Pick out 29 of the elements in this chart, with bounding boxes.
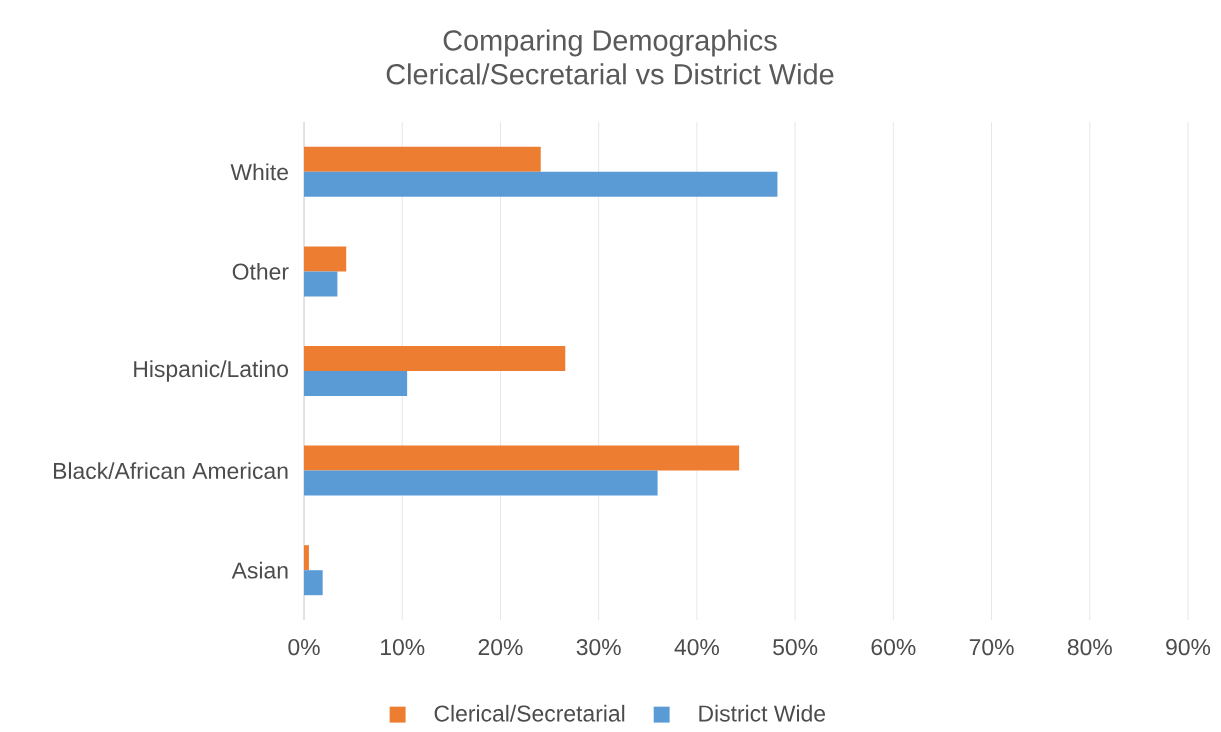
chart-title: Comparing Demographics (443, 29, 777, 57)
bar (304, 246, 347, 272)
x-tick-label: 0% (288, 638, 320, 656)
bar (304, 345, 566, 371)
bar (304, 570, 323, 596)
y-tick-label: Hispanic/Latino (134, 360, 288, 382)
bar (304, 545, 309, 571)
y-tick-label: Other (232, 262, 289, 280)
bar (304, 146, 541, 172)
y-tick-label: Asian (231, 561, 288, 579)
x-tick-label: 50% (773, 638, 818, 656)
y-tick-label: Black/African American (54, 462, 288, 479)
legend-label: District Wide (699, 704, 826, 722)
x-tick-label: 60% (871, 638, 916, 656)
chart-subtitle: Clerical/Secretarial vs District Wide (386, 63, 834, 85)
x-tick-label: 20% (478, 638, 523, 656)
legend-label: Clerical/Secretarial (434, 704, 625, 722)
bar (304, 171, 778, 197)
y-tick-label: White (230, 163, 288, 181)
x-tick-label: 80% (1067, 638, 1112, 656)
bar (304, 370, 408, 396)
x-tick-label: 40% (674, 638, 719, 656)
x-tick-label: 10% (381, 638, 425, 656)
x-tick-label: 70% (969, 638, 1014, 656)
x-tick-label: 30% (576, 638, 621, 656)
bar (304, 445, 740, 471)
x-tick-label: 90% (1166, 638, 1211, 656)
bar (304, 470, 658, 496)
bar (304, 271, 338, 297)
